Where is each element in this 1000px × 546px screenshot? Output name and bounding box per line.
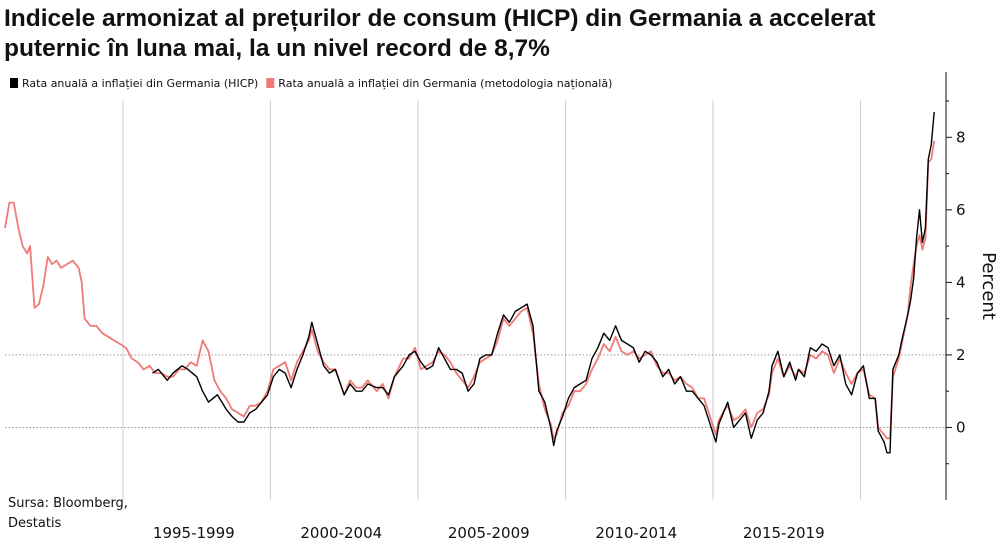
series-line-hicp xyxy=(152,111,935,454)
legend-swatch xyxy=(266,78,275,88)
legend-label: Rata anuală a inflației din Germania (me… xyxy=(278,77,612,90)
x-tick-label: 2015-2019 xyxy=(743,524,825,542)
y-tick-label: 0 xyxy=(956,418,966,436)
y-tick-label: 2 xyxy=(956,346,966,364)
legend-label: Rata anuală a inflației din Germania (HI… xyxy=(22,77,258,90)
source-line-1: Sursa: Bloomberg, xyxy=(8,496,128,511)
legend: Rata anuală a inflației din Germania (HI… xyxy=(10,77,612,90)
series-line-national xyxy=(4,140,936,440)
x-tick-label: 2000-2004 xyxy=(300,524,382,542)
axes: 0 2 4 6 8 Percent 1995-1999 2000-2004 2005-2009 2… xyxy=(153,72,999,542)
series-lines xyxy=(4,111,936,454)
x-tick-label: 2010-2014 xyxy=(595,524,677,542)
y-tick-label: 6 xyxy=(956,201,966,219)
x-tick-label: 1995-1999 xyxy=(153,524,235,542)
y-tick-label: 4 xyxy=(956,273,966,291)
chart-title: Indicele armonizat al prețurilor de cons… xyxy=(4,4,994,64)
source-line-2: Destatis xyxy=(8,516,62,531)
chart-title-line-1: Indicele armonizat al prețurilor de cons… xyxy=(4,5,876,32)
chart-title-line-2: puternic în luna mai, la un nivel record… xyxy=(4,35,550,62)
y-tick-label: 8 xyxy=(956,128,966,146)
x-tick-label: 2005-2009 xyxy=(448,524,530,542)
y-axis-label: Percent xyxy=(978,252,999,320)
source-note: Sursa: Bloomberg, Destatis xyxy=(8,494,148,534)
grid xyxy=(5,100,946,500)
legend-swatch xyxy=(10,78,18,88)
